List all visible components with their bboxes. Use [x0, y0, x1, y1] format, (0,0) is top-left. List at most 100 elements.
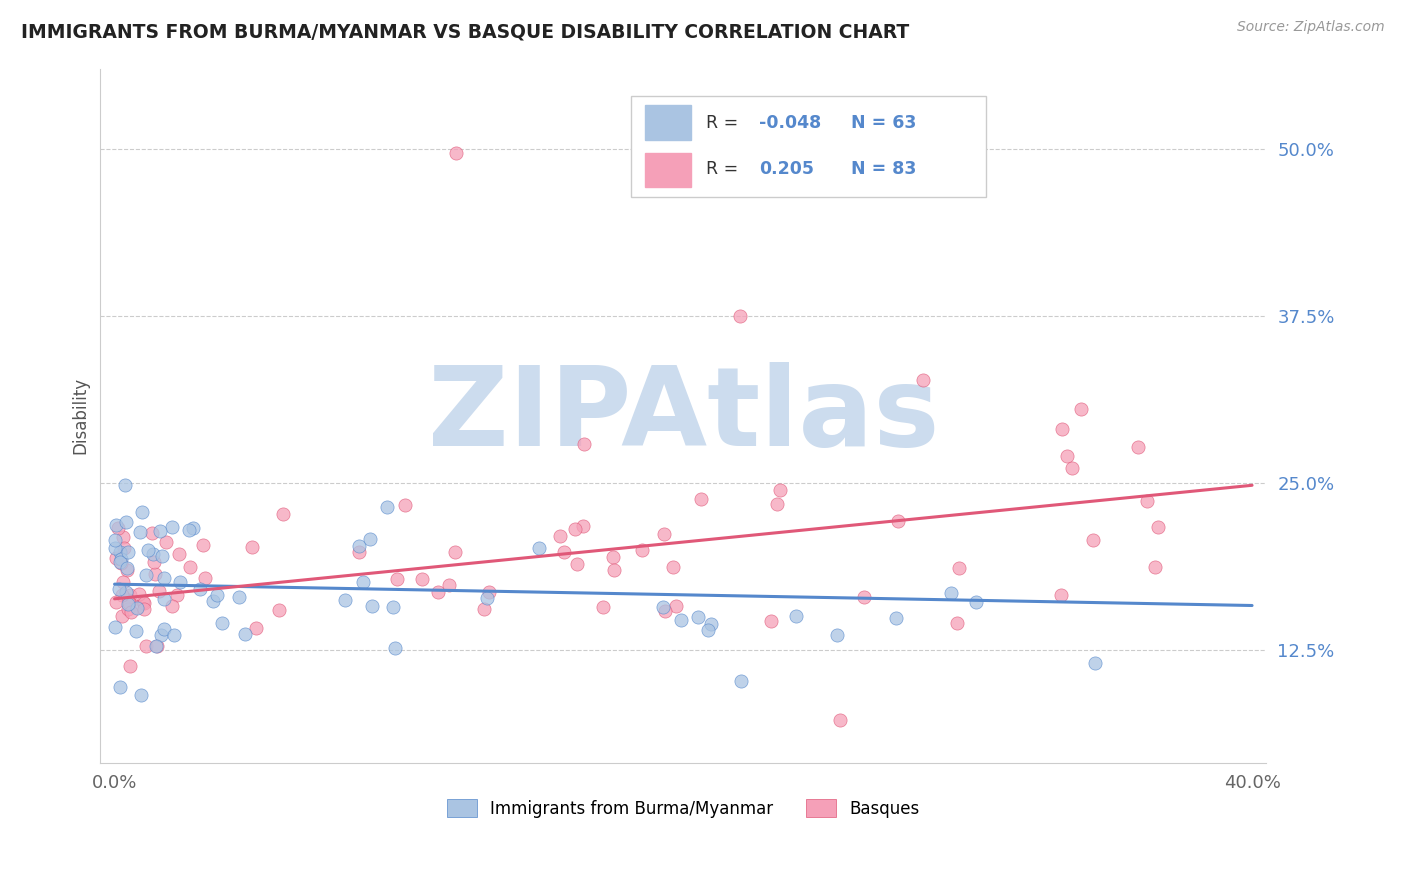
- Point: [828, 714, 851, 728]
- Point: [347, 545, 370, 559]
- Point: [548, 529, 571, 543]
- Point: [1147, 519, 1170, 533]
- Point: [188, 582, 211, 597]
- Point: [444, 544, 467, 558]
- Point: [183, 521, 205, 535]
- Point: [136, 543, 159, 558]
- Point: [179, 559, 201, 574]
- Point: [169, 575, 191, 590]
- Point: [911, 373, 934, 387]
- Point: [135, 567, 157, 582]
- Point: [149, 524, 172, 538]
- Point: [107, 521, 129, 535]
- Point: [766, 497, 789, 511]
- Point: [162, 520, 184, 534]
- Point: [965, 595, 987, 609]
- Point: [382, 600, 405, 615]
- Point: [148, 583, 170, 598]
- Point: [194, 571, 217, 585]
- Point: [664, 599, 686, 613]
- Point: [153, 622, 176, 636]
- Point: [886, 611, 908, 625]
- Point: [117, 597, 139, 611]
- Point: [135, 640, 157, 654]
- Point: [654, 604, 676, 618]
- Point: [163, 628, 186, 642]
- Point: [104, 518, 127, 533]
- Point: [574, 436, 596, 450]
- Point: [669, 613, 692, 627]
- Point: [1050, 422, 1073, 436]
- Point: [1144, 560, 1167, 574]
- Point: [146, 640, 169, 654]
- Point: [111, 588, 134, 602]
- Point: [654, 527, 676, 541]
- Point: [233, 626, 256, 640]
- Point: [690, 492, 713, 507]
- Point: [478, 585, 501, 599]
- Point: [785, 609, 807, 624]
- Point: [108, 555, 131, 569]
- Point: [104, 551, 127, 566]
- Point: [134, 602, 156, 616]
- Point: [104, 595, 127, 609]
- Point: [115, 585, 138, 599]
- Point: [112, 531, 135, 545]
- Point: [145, 639, 167, 653]
- Point: [271, 508, 294, 522]
- Point: [948, 561, 970, 575]
- Point: [333, 592, 356, 607]
- Point: [686, 609, 709, 624]
- Point: [1081, 533, 1104, 547]
- Point: [228, 590, 250, 604]
- Point: [205, 588, 228, 602]
- Point: [728, 309, 751, 323]
- Point: [127, 600, 149, 615]
- Point: [553, 545, 575, 559]
- Point: [427, 585, 450, 599]
- Point: [160, 599, 183, 613]
- Point: [1084, 657, 1107, 671]
- Point: [375, 500, 398, 514]
- Point: [444, 145, 467, 160]
- Point: [361, 599, 384, 613]
- Point: [267, 603, 290, 617]
- Point: [1050, 588, 1073, 602]
- Point: [475, 591, 498, 606]
- Point: [761, 615, 783, 629]
- Point: [240, 540, 263, 554]
- Point: [177, 523, 200, 537]
- Point: [592, 600, 614, 615]
- Point: [118, 659, 141, 673]
- Point: [166, 589, 188, 603]
- Point: [565, 557, 588, 571]
- Point: [115, 561, 138, 575]
- Point: [603, 562, 626, 576]
- Point: [564, 522, 586, 536]
- Point: [118, 588, 141, 602]
- Point: [155, 535, 177, 549]
- Point: [193, 538, 215, 552]
- Point: [697, 623, 720, 637]
- Point: [114, 478, 136, 492]
- Point: [153, 571, 176, 585]
- Point: [143, 567, 166, 582]
- Point: [385, 572, 408, 586]
- Point: [127, 600, 149, 615]
- Point: [128, 587, 150, 601]
- Point: [394, 499, 416, 513]
- Point: [104, 533, 127, 548]
- Point: [384, 640, 406, 655]
- Point: [110, 556, 132, 570]
- Point: [110, 545, 132, 559]
- Point: [1056, 449, 1078, 463]
- Point: [112, 575, 135, 590]
- Point: [1136, 493, 1159, 508]
- Point: [117, 601, 139, 615]
- Point: [141, 525, 163, 540]
- Point: [571, 518, 593, 533]
- Point: [245, 621, 267, 635]
- Point: [153, 591, 176, 606]
- Point: [700, 617, 723, 632]
- Point: [104, 620, 127, 634]
